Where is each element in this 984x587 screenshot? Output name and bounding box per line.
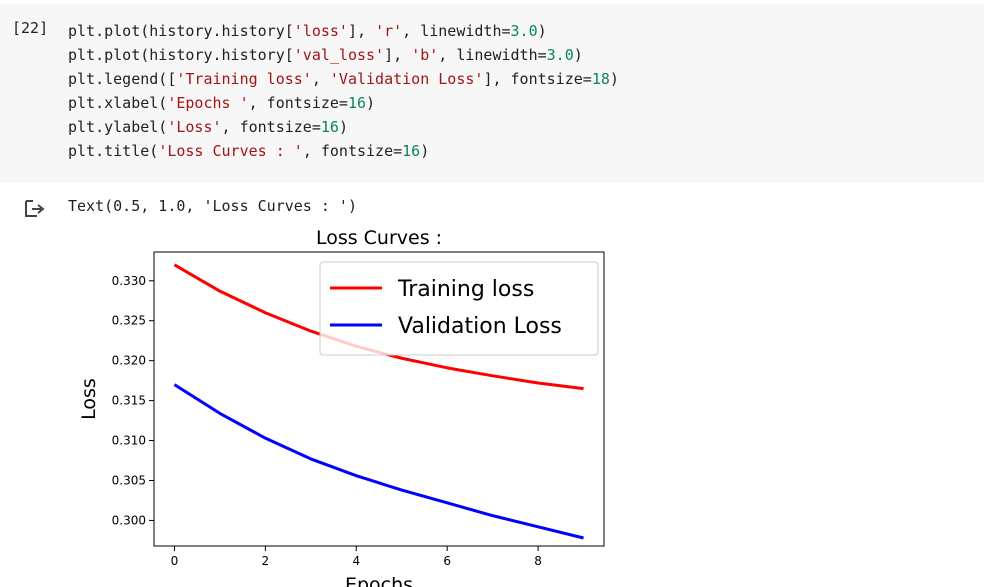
code-token: , fontsize= [221, 118, 321, 136]
code-token: ], fontsize= [483, 70, 592, 88]
code-token: ) [609, 70, 619, 88]
output-arrow-icon[interactable] [24, 199, 46, 219]
code-token: 'b' [411, 46, 439, 64]
code-token: 18 [591, 70, 610, 88]
x-tick-label: 6 [443, 554, 451, 568]
series-line-1 [173, 383, 584, 540]
x-tick-label: 4 [352, 554, 360, 568]
code-token: ) [366, 94, 376, 112]
y-tick-label: 0.330 [112, 274, 146, 288]
y-tick-label: 0.305 [112, 473, 146, 487]
code-token: plt.xlabel( [68, 94, 168, 112]
x-axis-label: Epochs [345, 574, 413, 587]
code-token: plt.plot(history.history[ [68, 46, 294, 64]
x-tick-label: 8 [534, 554, 542, 568]
code-token: plt.plot(history.history[ [68, 22, 294, 40]
code-token: 'Validation Loss' [329, 70, 484, 88]
legend-box [319, 261, 599, 356]
x-tick-label: 0 [171, 554, 179, 568]
y-axis-label: Loss [78, 378, 100, 420]
code-token: plt.ylabel( [68, 118, 168, 136]
code-token: 'Loss' [167, 118, 222, 136]
x-tick-label: 2 [262, 554, 270, 568]
y-tick-label: 0.320 [112, 354, 146, 368]
code-token: ) [338, 118, 348, 136]
execution-count: [22] [12, 19, 49, 37]
code-token: 'loss' [293, 22, 348, 40]
code-token: 'Epochs ' [167, 94, 249, 112]
code-token: ], [384, 46, 412, 64]
code-token: ) [537, 22, 547, 40]
code-token: , [311, 70, 330, 88]
code-token: 'Loss Curves : ' [158, 142, 303, 160]
legend-label-0: Training loss [397, 277, 534, 302]
code-token: 16 [320, 118, 339, 136]
legend-label-1: Validation Loss [398, 314, 562, 339]
code-line: plt.ylabel('Loss', fontsize=16) [68, 115, 619, 139]
y-tick-label: 0.315 [112, 394, 146, 408]
chart-title: Loss Curves : [316, 227, 442, 249]
code-token: 'val_loss' [293, 46, 385, 64]
code-token: ) [573, 46, 583, 64]
loss-curves-chart: Loss Curves : Training loss Validation Los… [78, 227, 605, 587]
y-tick-label: 0.325 [112, 314, 146, 328]
code-token: plt.title( [68, 142, 159, 160]
code-token: , linewidth= [438, 46, 547, 64]
code-token: 'Training loss' [176, 70, 312, 88]
code-line: plt.plot(history.history['val_loss'], 'b… [68, 43, 619, 67]
code-token: plt.legend([ [68, 70, 177, 88]
code-token: 16 [347, 94, 367, 112]
code-token: 3.0 [510, 22, 538, 40]
plot-frame [153, 251, 605, 547]
code-cell[interactable]: [22] plt.plot(history.history['loss'], '… [0, 4, 984, 183]
code-token: , linewidth= [402, 22, 511, 40]
code-token: ], [347, 22, 376, 40]
y-tick-label: 0.300 [112, 513, 146, 527]
code-line: plt.title('Loss Curves : ', fontsize=16) [68, 139, 619, 163]
code-token: , fontsize= [302, 142, 403, 160]
code-token: 3.0 [546, 46, 574, 64]
y-tick-label: 0.310 [112, 434, 146, 448]
code-line: plt.xlabel('Epochs ', fontsize=16) [68, 91, 619, 115]
code-editor[interactable]: plt.plot(history.history['loss'], 'r', l… [68, 19, 619, 163]
code-token: 16 [402, 142, 421, 160]
code-line: plt.plot(history.history['loss'], 'r', l… [68, 19, 619, 43]
output-text: Text(0.5, 1.0, 'Loss Curves : ') [68, 197, 357, 215]
code-token: 'r' [375, 22, 403, 40]
code-token: ) [420, 142, 430, 160]
code-line: plt.legend(['Training loss', 'Validation… [68, 67, 619, 91]
code-token: , fontsize= [248, 94, 348, 112]
